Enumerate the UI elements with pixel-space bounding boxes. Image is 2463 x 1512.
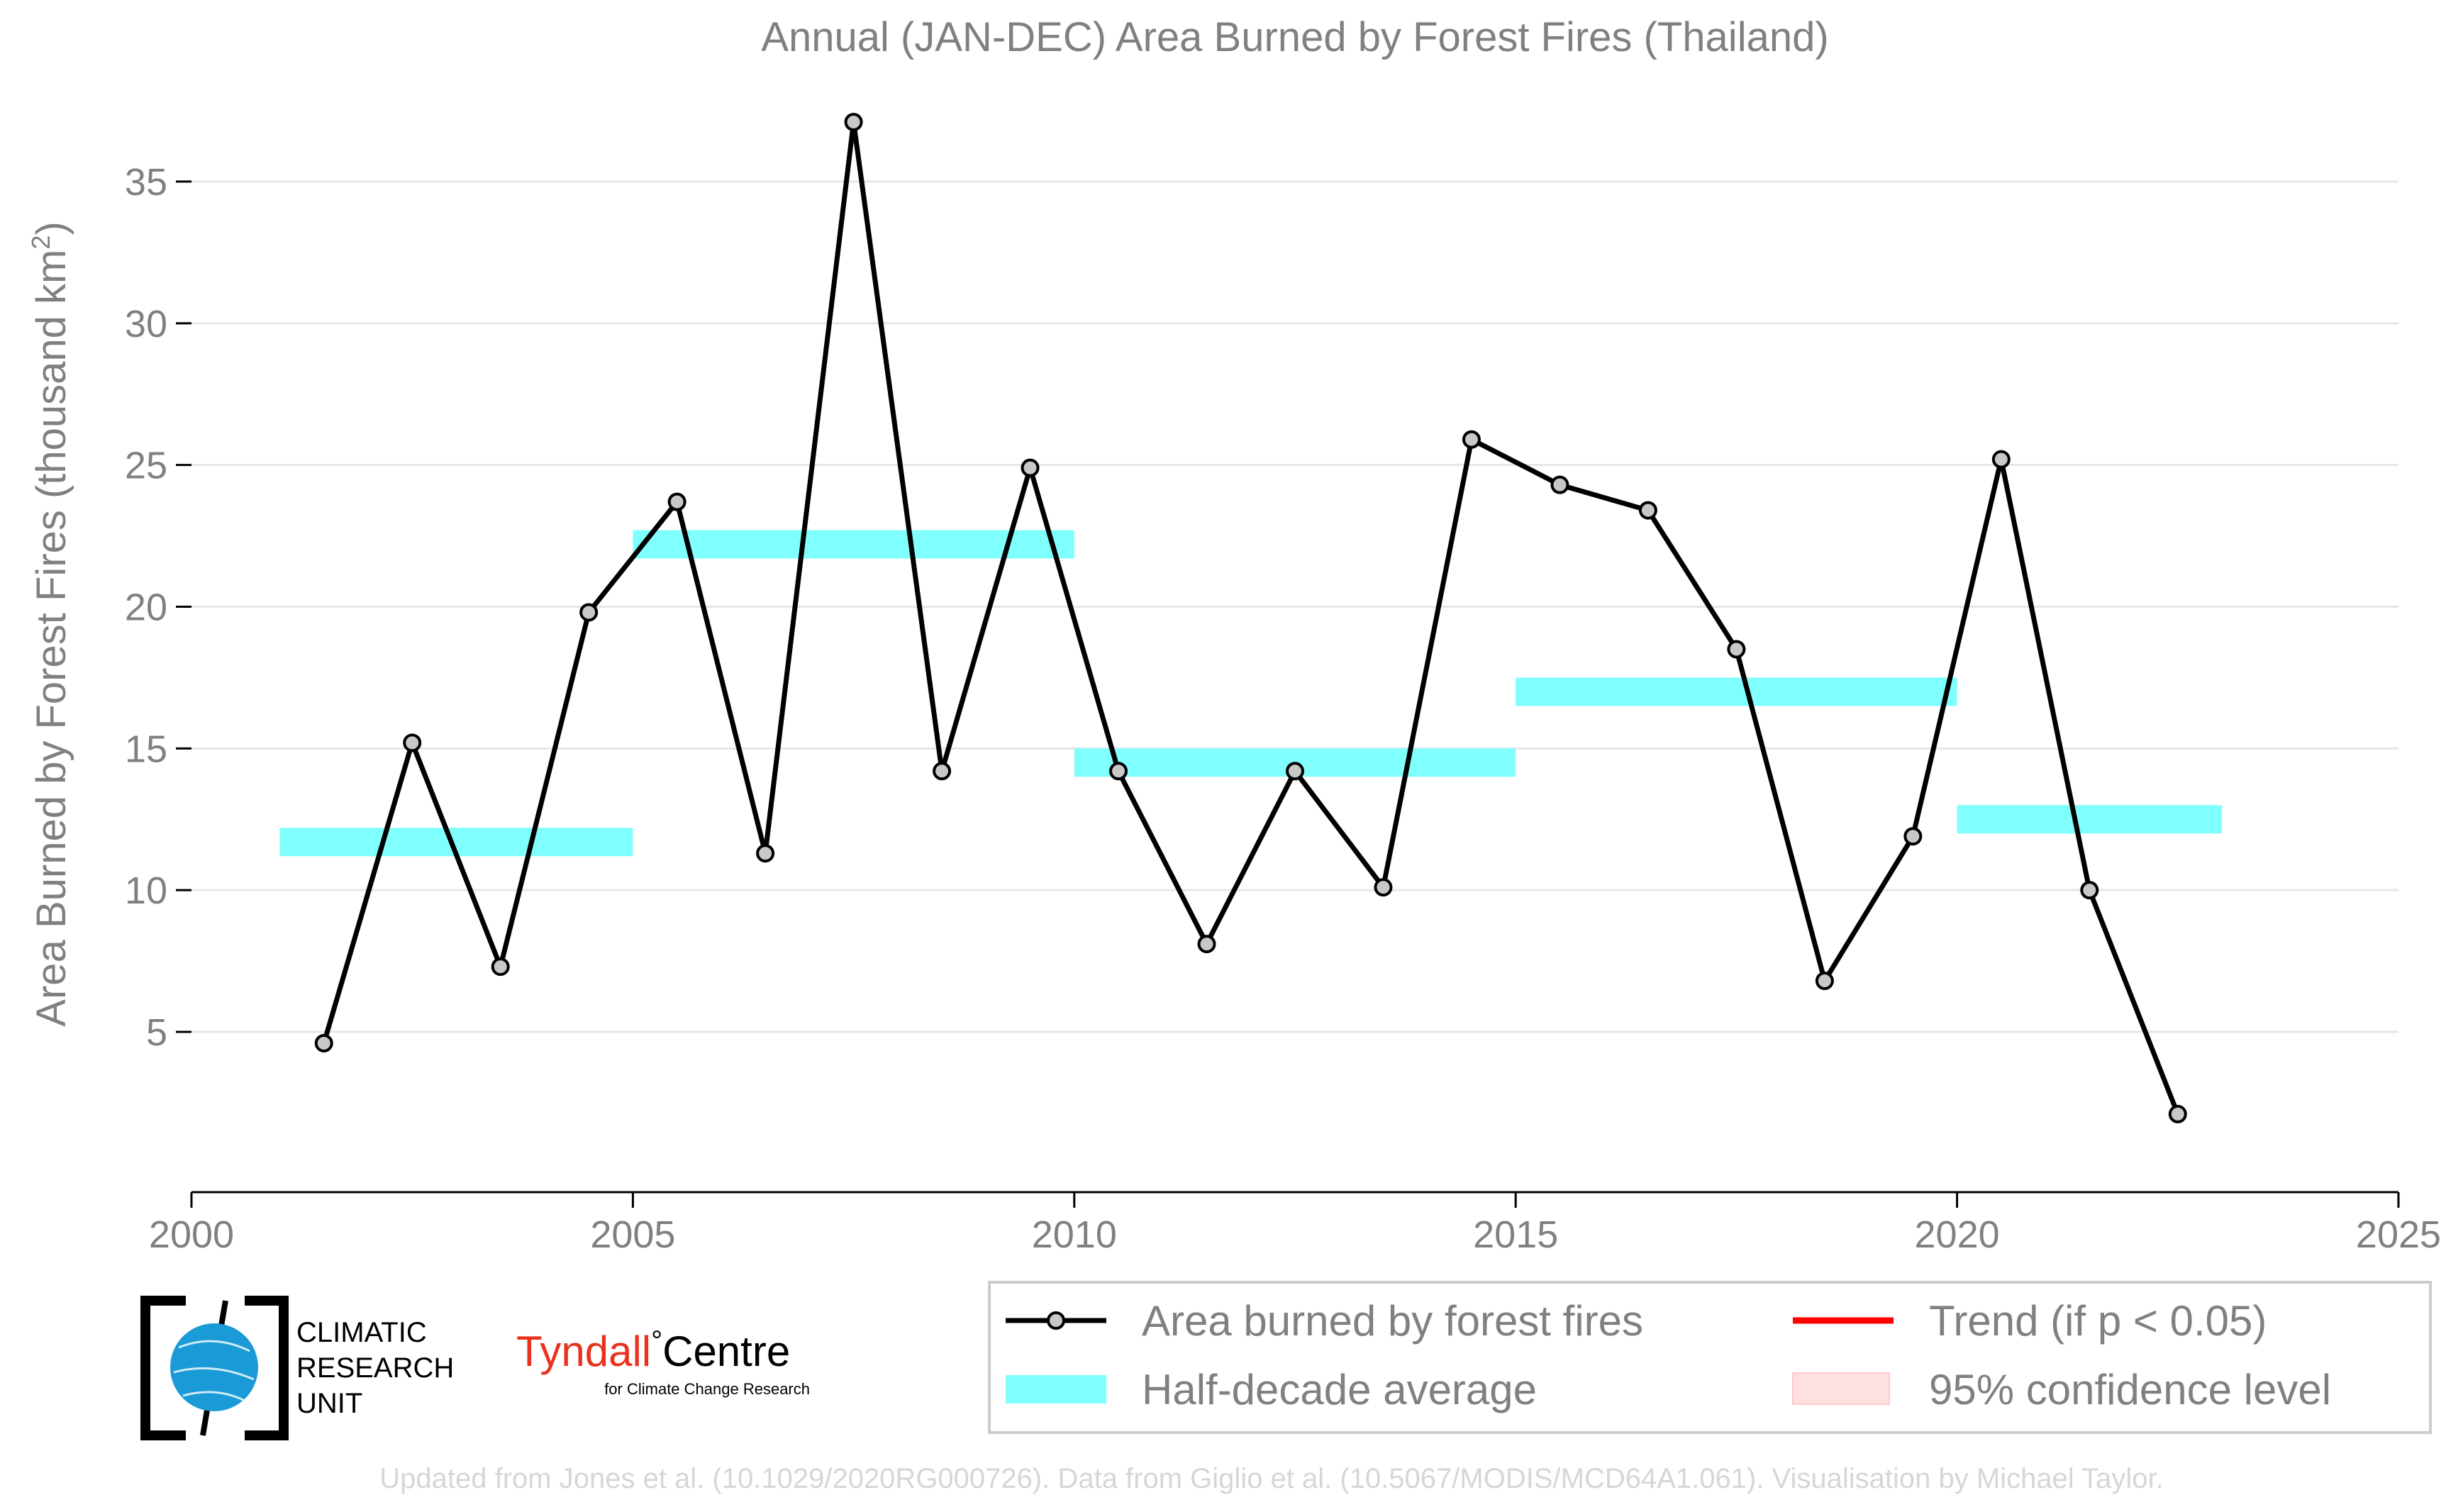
x-tick-labels: 2000 2005 2010 2015 2020 2025 <box>149 1192 2441 1256</box>
data-point-2007 <box>844 113 863 132</box>
data-point-2013 <box>1374 878 1393 897</box>
cru-text-line-2: RESEARCH <box>296 1352 454 1384</box>
x-tick-label-2005: 2005 <box>590 1213 675 1256</box>
data-point-2006 <box>756 844 775 863</box>
y-tick-labels: 5 10 15 20 25 30 35 <box>125 161 191 1054</box>
x-tick-label-2020: 2020 <box>1915 1213 2000 1256</box>
tyndall-name: Tyndall <box>516 1328 651 1375</box>
cru-globe-icon <box>170 1323 258 1411</box>
x-tick-label-2000: 2000 <box>149 1213 234 1256</box>
tyndall-degree: ° <box>651 1325 662 1357</box>
half-decade-average-bands <box>279 530 2223 857</box>
y-tick-label-15: 15 <box>125 728 167 770</box>
cru-text-line-3: UNIT <box>296 1388 362 1419</box>
x-tick-label-2010: 2010 <box>1032 1213 1117 1256</box>
y-axis-label: Area Burned by Forest Fires (thousand km… <box>26 221 74 1026</box>
y-axis-label-close: ) <box>28 221 74 235</box>
data-point-2019 <box>1903 827 1923 846</box>
legend-label-half-decade: Half-decade average <box>1142 1366 1537 1413</box>
data-point-2018 <box>1815 972 1834 991</box>
legend: Area burned by forest fires Half-decade … <box>988 1281 2432 1434</box>
data-point-2008 <box>933 762 952 781</box>
legend-swatch-half-decade <box>1006 1375 1106 1403</box>
data-point-2015 <box>1550 475 1569 494</box>
grid-lines <box>191 180 2398 1033</box>
data-point-2001 <box>314 1033 333 1052</box>
y-axis-label-superscript: 2 <box>26 235 55 250</box>
data-point-2009 <box>1021 458 1040 477</box>
chart-title: Annual (JAN-DEC) Area Burned by Forest F… <box>761 14 1828 60</box>
series-line-area-burned <box>321 119 2181 1116</box>
y-axis-label-main: Area Burned by Forest Fires (thousand km <box>28 250 74 1027</box>
data-point-2012 <box>1286 762 1304 781</box>
tyndall-centre: Centre <box>662 1328 790 1375</box>
data-point-2005 <box>667 492 686 511</box>
y-tick-label-30: 30 <box>125 303 167 345</box>
y-tick-label-20: 20 <box>125 587 167 629</box>
tyndall-subtitle: for Climate Change Research <box>604 1380 810 1398</box>
legend-box <box>988 1281 2432 1434</box>
y-tick-label-35: 35 <box>125 161 167 204</box>
data-point-2011 <box>1197 935 1216 954</box>
x-tick-label-2015: 2015 <box>1473 1213 1558 1256</box>
legend-label-series: Area burned by forest fires <box>1142 1297 1643 1345</box>
data-point-2016 <box>1638 501 1657 520</box>
data-point-2022 <box>2168 1104 2187 1123</box>
credit-text: Updated from Jones et al. (10.1029/2020R… <box>379 1463 2163 1494</box>
y-tick-label-25: 25 <box>125 445 167 487</box>
legend-label-trend: Trend (if p < 0.05) <box>1929 1297 2267 1345</box>
cru-logo: CLIMATIC RESEARCH UNIT <box>140 1296 454 1440</box>
data-point-2017 <box>1727 640 1746 659</box>
half-decade-band-2020 <box>1957 805 2223 834</box>
data-point-2004 <box>579 603 599 622</box>
legend-swatch-series-marker <box>1047 1311 1065 1330</box>
cru-bracket-left <box>140 1296 186 1440</box>
data-points <box>314 113 2187 1123</box>
tyndall-wordmark: Tyndall°Centre <box>516 1325 790 1375</box>
data-point-2003 <box>491 957 510 977</box>
half-decade-band-2015 <box>1516 677 1957 706</box>
cru-bracket-right <box>245 1296 289 1440</box>
legend-label-confidence: 95% confidence level <box>1929 1366 2331 1413</box>
legend-swatch-confidence <box>1792 1372 1890 1405</box>
data-point-2020 <box>1991 450 2011 469</box>
x-tick-label-2025: 2025 <box>2356 1213 2441 1256</box>
data-point-2014 <box>1462 430 1481 449</box>
data-point-2021 <box>2080 881 2099 900</box>
half-decade-band-2005 <box>633 530 1074 559</box>
cru-globe-lines <box>173 1340 255 1402</box>
y-tick-label-5: 5 <box>146 1011 167 1054</box>
cru-text-line-1: CLIMATIC <box>296 1317 427 1348</box>
tyndall-logo: Tyndall°Centre for Climate Change Resear… <box>516 1325 810 1398</box>
data-point-2002 <box>403 733 422 752</box>
data-point-2010 <box>1109 762 1128 781</box>
y-tick-label-10: 10 <box>125 869 167 912</box>
